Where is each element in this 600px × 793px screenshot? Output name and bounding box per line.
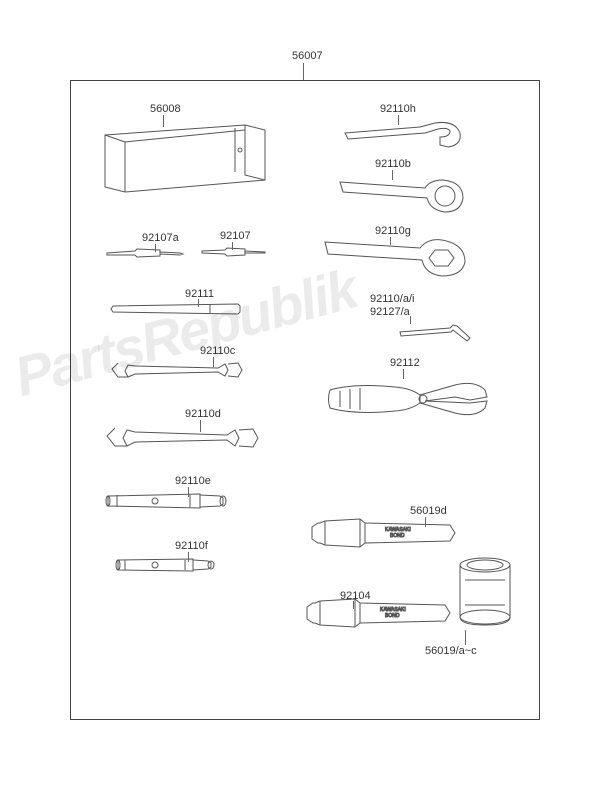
leader	[353, 601, 354, 609]
label-92127a: 92127/a	[370, 306, 410, 318]
ring-wrench-icon	[335, 170, 475, 215]
label-92112: 92112	[390, 357, 420, 369]
assembly-leader	[303, 63, 304, 80]
label-92104: 92104	[340, 590, 371, 602]
leader	[188, 487, 189, 497]
spark-wrench-large-icon	[105, 490, 235, 514]
tool-case-icon	[100, 120, 270, 200]
leader	[465, 630, 466, 645]
leader	[232, 242, 233, 250]
leader	[200, 420, 201, 432]
label-56008: 56008	[150, 103, 181, 115]
svg-text:BOND: BOND	[385, 613, 400, 619]
assembly-label: 56007	[292, 50, 323, 62]
label-92111: 92111	[185, 288, 214, 300]
leader	[213, 357, 214, 367]
sealant-tube-bottom-icon: KAWASAKI BOND	[305, 595, 455, 635]
leader	[398, 115, 399, 125]
label-92110ai: 92110/a/i	[370, 293, 414, 305]
label-92107: 92107	[220, 230, 251, 242]
label-56019d: 56019d	[410, 505, 447, 517]
label-92110h: 92110h	[380, 103, 416, 115]
svg-text:BOND: BOND	[390, 533, 405, 539]
leader	[392, 170, 393, 180]
leader	[188, 552, 189, 562]
label-92110g: 92110g	[375, 225, 411, 237]
leader	[163, 115, 164, 127]
label-92110e: 92110e	[175, 475, 211, 487]
box-wrench-icon	[320, 230, 480, 280]
screwdriver-phillips-icon	[105, 245, 185, 263]
leader	[403, 369, 404, 379]
pliers-icon	[325, 365, 495, 440]
label-92110c: 92110c	[200, 345, 235, 357]
leader	[390, 237, 391, 245]
label-92107a: 92107a	[142, 232, 179, 244]
label-92110b: 92110b	[375, 158, 411, 170]
leader	[198, 299, 199, 307]
leader	[410, 316, 411, 324]
open-wrench-small-icon	[110, 355, 245, 385]
label-56019ac: 56019/a~c	[425, 645, 477, 657]
label-92110f: 92110f	[175, 540, 208, 552]
label-92110d: 92110d	[185, 408, 221, 420]
leader	[425, 517, 426, 527]
spark-wrench-small-icon	[115, 555, 220, 577]
grease-can-icon	[455, 555, 515, 630]
leader	[155, 244, 156, 252]
sealant-tube-top-icon: KAWASAKI BOND	[310, 515, 460, 555]
screwdriver-flat-icon	[200, 245, 270, 261]
hook-wrench-icon	[340, 115, 470, 155]
open-wrench-large-icon	[105, 420, 260, 455]
handle-bar-icon	[110, 300, 245, 318]
